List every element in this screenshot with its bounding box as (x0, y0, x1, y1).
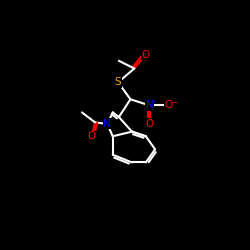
Text: −: − (171, 98, 177, 107)
Text: O: O (146, 119, 154, 129)
Text: S: S (115, 77, 121, 87)
Text: O: O (142, 50, 150, 60)
Text: N: N (104, 119, 111, 129)
Text: O: O (88, 131, 96, 141)
Text: O: O (165, 100, 173, 110)
Text: +: + (150, 98, 156, 104)
Text: N: N (146, 100, 154, 110)
